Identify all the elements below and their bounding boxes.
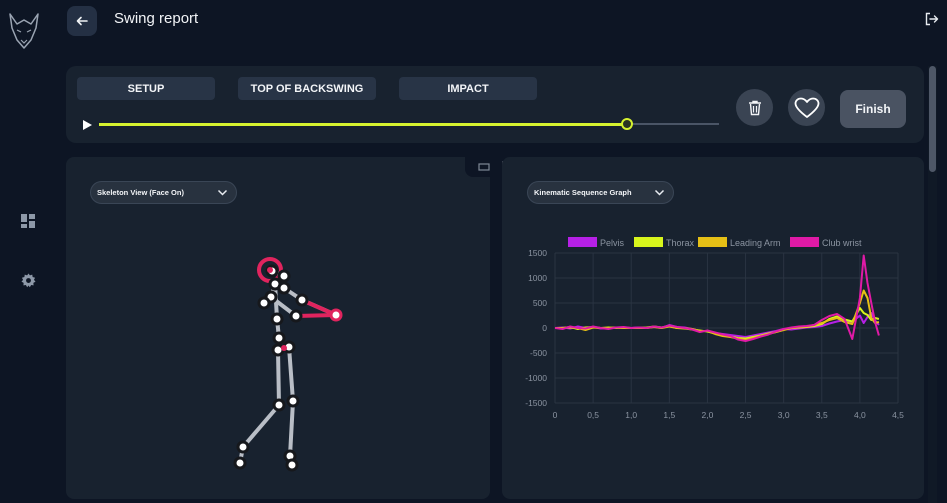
chevron-down-icon: [654, 189, 665, 196]
kinematic-sequence-chart: Pelvis Thorax Leading Arm Club wrist 1500 10…: [525, 237, 905, 420]
finish-button[interactable]: Finish: [840, 90, 906, 128]
sidebar: [0, 0, 56, 503]
legend-swatch[interactable]: [698, 237, 727, 247]
chevron-down-icon: [217, 189, 228, 196]
y-tick-label: 500: [533, 298, 547, 308]
x-tick-label: 1,5: [663, 410, 675, 420]
page-scrollbar[interactable]: [928, 66, 937, 503]
x-tick-label: 2,0: [702, 410, 714, 420]
x-tick-label: 2,5: [740, 410, 752, 420]
y-tick-label: -1000: [525, 373, 547, 383]
legend-swatch[interactable]: [790, 237, 819, 247]
x-tick-label: 0,5: [587, 410, 599, 420]
x-tick-label: 0: [553, 410, 558, 420]
graph-view-select[interactable]: Kinematic Sequence Graph: [527, 181, 674, 204]
series-line: [554, 254, 880, 342]
skeleton-view-select[interactable]: Skeleton View (Face On): [90, 181, 237, 204]
wolf-logo: [7, 12, 41, 50]
graph-view-select-label: Kinematic Sequence Graph: [534, 188, 632, 197]
playback-progress: [99, 122, 627, 126]
skeleton-view-select-label: Skeleton View (Face On): [97, 188, 184, 197]
scrollbar-thumb[interactable]: [929, 66, 936, 172]
x-axis-ticks: 0 0,5 1,0 1,5 2,0 2,5 3,0 3,5 4,0 4,5: [553, 410, 905, 420]
phase-impact-button[interactable]: IMPACT: [399, 77, 537, 100]
x-tick-label: 3,5: [816, 410, 828, 420]
dashboard-icon[interactable]: [20, 213, 36, 229]
swing-controls-panel: SETUP TOP OF BACKSWING IMPACT Finish: [66, 66, 924, 143]
y-tick-label: 1500: [528, 248, 547, 258]
y-tick-label: 0: [542, 323, 547, 333]
x-tick-label: 1,0: [625, 410, 637, 420]
y-axis-ticks: 1500 1000 500 0 -500 -1000 -1500: [525, 248, 547, 408]
legend-label: Pelvis: [600, 238, 625, 248]
skeleton-figure: [233, 257, 343, 472]
legend-label: Club wrist: [822, 238, 862, 248]
skeleton-hip-marker: [281, 345, 287, 351]
heart-icon: [794, 97, 819, 118]
phase-setup-button[interactable]: SETUP: [77, 77, 215, 100]
legend-swatch[interactable]: [568, 237, 597, 247]
single-view-icon[interactable]: [478, 161, 490, 173]
kinematic-graph-panel: Kinematic Sequence Graph Pelvis Thorax Lea…: [502, 157, 924, 499]
gear-icon[interactable]: [20, 272, 36, 288]
playback-slider-thumb[interactable]: [620, 118, 633, 130]
y-tick-label: -500: [530, 348, 547, 358]
y-tick-label: -1500: [525, 398, 547, 408]
back-button[interactable]: [67, 6, 97, 36]
chart-legend: Pelvis Thorax Leading Arm Club wrist: [568, 237, 862, 248]
skeleton-hand-joint: [329, 308, 343, 322]
x-tick-label: 4,5: [892, 410, 904, 420]
skeleton-view-panel: Skeleton View (Face On): [66, 157, 490, 499]
chart-series: [554, 254, 880, 342]
play-icon[interactable]: [81, 118, 93, 130]
trash-icon: [748, 100, 761, 115]
logout-icon[interactable]: [925, 12, 939, 26]
favorite-button[interactable]: [788, 89, 825, 126]
playback-slider[interactable]: [99, 118, 719, 130]
skeleton-head-marker: [267, 267, 273, 273]
legend-swatch[interactable]: [634, 237, 663, 247]
delete-button[interactable]: [736, 89, 773, 126]
arrow-left-icon: [76, 16, 88, 26]
legend-label: Leading Arm: [730, 238, 781, 248]
skeleton-bones: [238, 269, 338, 467]
x-tick-label: 4,0: [854, 410, 866, 420]
legend-label: Thorax: [666, 238, 695, 248]
y-tick-label: 1000: [528, 273, 547, 283]
phase-top-of-backswing-button[interactable]: TOP OF BACKSWING: [238, 77, 376, 100]
skeleton-joints: [233, 264, 309, 472]
page-title: Swing report: [114, 10, 199, 27]
x-tick-label: 3,0: [778, 410, 790, 420]
